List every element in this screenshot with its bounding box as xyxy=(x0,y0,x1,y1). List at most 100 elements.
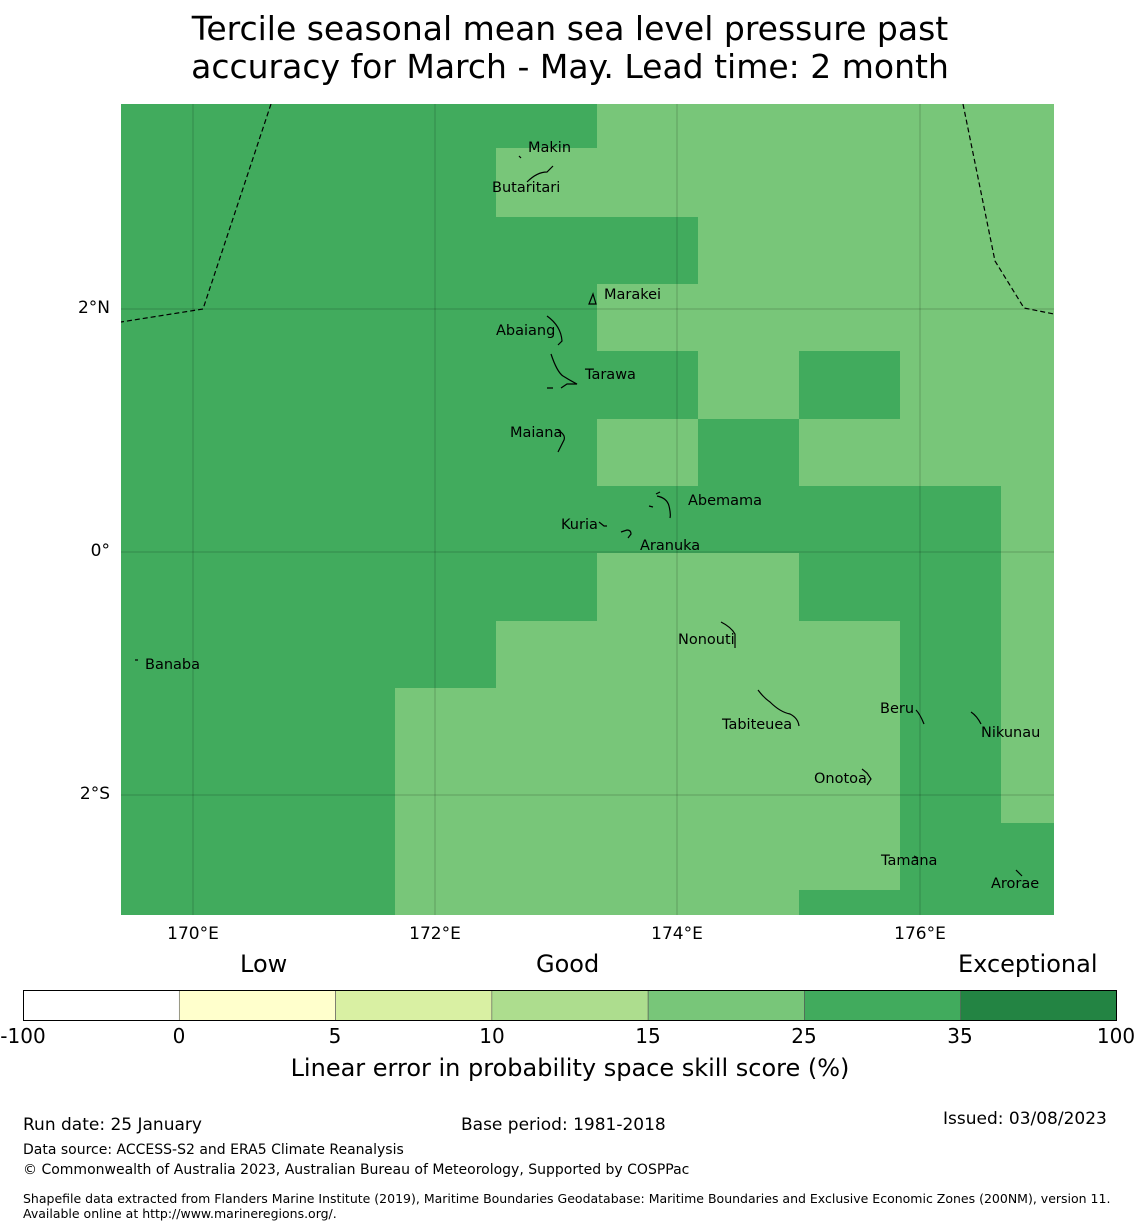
category-exceptional: Exceptional xyxy=(958,950,1098,978)
base-period: Base period: 1981-2018 xyxy=(461,1115,666,1135)
colorbar-tick: 35 xyxy=(947,1024,973,1048)
skill-cell xyxy=(799,553,1001,621)
colorbar-segment xyxy=(178,990,336,1021)
beru-outline xyxy=(915,709,925,725)
skill-cell xyxy=(597,104,1054,148)
makin-outline xyxy=(518,155,522,159)
abemama-outline xyxy=(648,491,671,519)
place-label-marakei: Marakei xyxy=(604,287,662,303)
skill-cell xyxy=(1001,823,1054,915)
colorbar-segment xyxy=(23,990,180,1021)
title-line-2: accuracy for March - May. Lead time: 2 m… xyxy=(191,47,949,86)
colorbar-segment xyxy=(491,990,649,1021)
skill-cell xyxy=(698,351,799,419)
place-label-makin: Makin xyxy=(528,140,572,156)
colorbar-segment xyxy=(804,990,962,1021)
lon-label-170e: 170°E xyxy=(167,924,219,944)
colorbar-label: Linear error in probability space skill … xyxy=(290,1054,850,1082)
skill-cell xyxy=(1001,486,1054,553)
marakei-outline xyxy=(588,292,597,305)
colorbar-tick: 10 xyxy=(479,1024,505,1048)
skill-cell xyxy=(698,419,799,486)
place-label-abemama: Abemama xyxy=(688,493,763,509)
place-label-onotoa: Onotoa xyxy=(814,771,867,787)
eez-boundary-east xyxy=(962,104,1054,315)
tarawa-outline xyxy=(547,353,578,389)
aranuka-outline xyxy=(620,529,632,539)
light-skill-cells xyxy=(395,104,1054,915)
run-date: Run date: 25 January xyxy=(23,1115,202,1135)
chart-title: Tercile seasonal mean sea level pressure… xyxy=(0,10,1140,86)
mid-skill-cells xyxy=(121,104,1054,915)
skill-cell xyxy=(496,284,597,351)
skill-cell xyxy=(799,890,1001,915)
colorbar-segments xyxy=(23,990,1117,1021)
eez-boundaries xyxy=(121,104,1054,323)
colorbar-segment xyxy=(960,990,1117,1021)
kuria-outline xyxy=(598,521,607,527)
colorbar-tick: -100 xyxy=(0,1024,46,1048)
skill-cell xyxy=(1001,688,1054,823)
issued-date: Issued: 03/08/2023 xyxy=(943,1109,1107,1129)
skill-cell xyxy=(698,217,1054,284)
colorbar-tick: 25 xyxy=(791,1024,817,1048)
gridlines xyxy=(121,104,1054,915)
skill-cell xyxy=(799,351,900,419)
place-label-tarawa: Tarawa xyxy=(585,367,636,383)
skill-cell xyxy=(496,148,1054,217)
skill-cell xyxy=(395,688,900,823)
colorbar-segment xyxy=(335,990,493,1021)
lon-label-176e: 176°E xyxy=(894,924,946,944)
skill-cell xyxy=(496,217,698,284)
skill-cell xyxy=(900,621,1001,688)
arorae-outline xyxy=(1015,869,1023,877)
skill-cell xyxy=(799,419,1054,486)
place-label-beru: Beru xyxy=(880,701,915,717)
place-label-nonouti: Nonouti xyxy=(678,632,735,648)
place-label-butaritari: Butaritari xyxy=(492,180,561,196)
place-label-tamana: Tamana xyxy=(881,853,938,869)
category-low: Low xyxy=(240,950,288,978)
place-label-abaiang: Abaiang xyxy=(496,323,556,339)
lat-label-2n: 2°N xyxy=(77,298,110,318)
place-label-banaba: Banaba xyxy=(145,657,200,673)
skill-cell xyxy=(597,553,799,621)
lat-label-0: 0° xyxy=(90,541,110,561)
map-canvas xyxy=(121,104,1054,915)
skill-cell xyxy=(1001,621,1054,688)
skill-cell xyxy=(121,104,597,148)
title-line-1: Tercile seasonal mean sea level pressure… xyxy=(191,9,949,48)
maiana-outline xyxy=(557,429,565,453)
place-label-maiana: Maiana xyxy=(510,425,563,441)
place-label-kuria: Kuria xyxy=(561,517,598,533)
skill-cell xyxy=(121,148,496,217)
category-good: Good xyxy=(536,950,600,978)
island-outlines xyxy=(135,155,1023,877)
skill-map: Makin Butaritari Marakei Abaiang Tarawa … xyxy=(121,104,1054,915)
colorbar-tick: 5 xyxy=(328,1024,342,1048)
skill-cell xyxy=(597,486,1001,553)
place-label-aranuka: Aranuka xyxy=(640,538,701,554)
skill-cell xyxy=(597,419,698,486)
skill-cell xyxy=(597,351,698,419)
nikunau-outline xyxy=(970,711,982,725)
skill-cell xyxy=(900,351,1054,419)
lon-label-172e: 172°E xyxy=(409,924,461,944)
skill-cell xyxy=(900,688,1001,823)
tamana-outline xyxy=(913,855,919,859)
skill-cell xyxy=(496,621,900,688)
onotoa-outline xyxy=(861,768,872,786)
lat-label-2s: 2°S xyxy=(79,784,110,804)
colorbar-tick: 15 xyxy=(635,1024,661,1048)
tabiteuea-outline xyxy=(757,689,800,727)
colorbar-tick: 0 xyxy=(172,1024,186,1048)
data-source: Data source: ACCESS-S2 and ERA5 Climate … xyxy=(23,1142,404,1158)
lon-label-174e: 174°E xyxy=(651,924,703,944)
abaiang-outline xyxy=(546,315,563,346)
colorbar-frame xyxy=(23,990,1117,1021)
copyright: © Commonwealth of Australia 2023, Austra… xyxy=(23,1162,690,1178)
colorbar-tick: 100 xyxy=(1096,1024,1136,1048)
skill-cell xyxy=(1001,553,1054,621)
nonouti-outline xyxy=(720,621,736,648)
place-label-tabiteuea: Tabiteuea xyxy=(722,717,793,733)
